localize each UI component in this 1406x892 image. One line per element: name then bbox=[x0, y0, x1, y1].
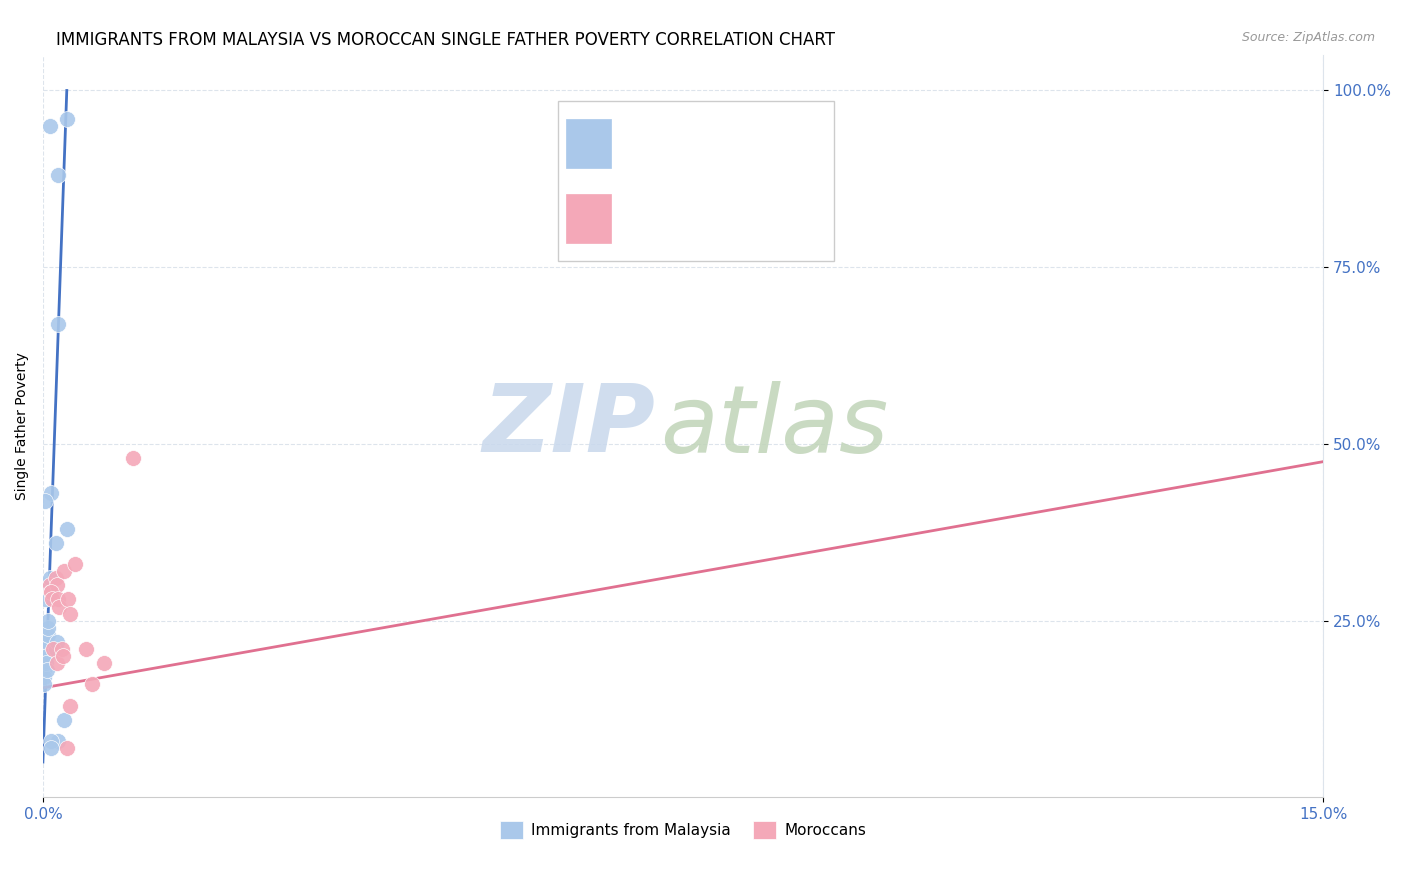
Text: Source: ZipAtlas.com: Source: ZipAtlas.com bbox=[1241, 31, 1375, 45]
Point bbox=[41, 592, 63, 607]
Point bbox=[46, 317, 69, 331]
Point bbox=[59, 698, 82, 713]
Point bbox=[32, 648, 55, 663]
Point bbox=[32, 670, 55, 684]
Point bbox=[34, 648, 56, 663]
Point bbox=[45, 578, 67, 592]
Point bbox=[45, 635, 67, 649]
Point bbox=[38, 119, 60, 133]
Point bbox=[65, 557, 87, 571]
Point bbox=[34, 578, 56, 592]
Point bbox=[34, 648, 56, 663]
Point bbox=[45, 536, 67, 550]
Point bbox=[34, 493, 56, 508]
Point bbox=[42, 642, 65, 657]
Point bbox=[41, 734, 63, 748]
Point bbox=[37, 663, 59, 677]
Point bbox=[37, 621, 59, 635]
Y-axis label: Single Father Poverty: Single Father Poverty bbox=[15, 352, 30, 500]
Point bbox=[37, 635, 59, 649]
Point bbox=[34, 628, 56, 642]
Point bbox=[45, 656, 67, 670]
Point bbox=[58, 592, 80, 607]
Point bbox=[37, 628, 59, 642]
Point bbox=[56, 522, 79, 536]
Point bbox=[32, 677, 55, 691]
Point bbox=[34, 635, 56, 649]
Point bbox=[51, 642, 73, 657]
Point bbox=[37, 648, 59, 663]
Point bbox=[93, 656, 115, 670]
Point bbox=[121, 451, 143, 466]
Text: ZIP: ZIP bbox=[482, 380, 655, 472]
Point bbox=[75, 642, 97, 657]
Text: IMMIGRANTS FROM MALAYSIA VS MOROCCAN SINGLE FATHER POVERTY CORRELATION CHART: IMMIGRANTS FROM MALAYSIA VS MOROCCAN SIN… bbox=[56, 31, 835, 49]
Point bbox=[56, 112, 79, 126]
Point bbox=[34, 642, 56, 657]
Legend: Immigrants from Malaysia, Moroccans: Immigrants from Malaysia, Moroccans bbox=[494, 814, 872, 846]
Point bbox=[39, 585, 62, 599]
Point bbox=[38, 578, 60, 592]
Point bbox=[39, 741, 62, 756]
Text: atlas: atlas bbox=[659, 381, 889, 472]
Point bbox=[45, 642, 67, 657]
Point bbox=[46, 169, 69, 183]
Point bbox=[51, 648, 73, 663]
Point bbox=[82, 677, 104, 691]
Point bbox=[34, 592, 56, 607]
Point bbox=[56, 741, 79, 756]
Point bbox=[53, 564, 76, 578]
Point bbox=[32, 663, 55, 677]
Point bbox=[59, 607, 82, 621]
Point bbox=[37, 642, 59, 657]
Point bbox=[46, 592, 69, 607]
Point bbox=[35, 656, 58, 670]
Point bbox=[53, 713, 76, 727]
Point bbox=[45, 571, 67, 585]
Point bbox=[41, 585, 63, 599]
Point bbox=[32, 642, 55, 657]
Point bbox=[39, 585, 62, 599]
Point bbox=[32, 656, 55, 670]
Point bbox=[37, 614, 59, 628]
Point bbox=[32, 648, 55, 663]
Point bbox=[41, 486, 63, 500]
Point bbox=[38, 571, 60, 585]
Point bbox=[46, 734, 69, 748]
Point bbox=[48, 599, 70, 614]
